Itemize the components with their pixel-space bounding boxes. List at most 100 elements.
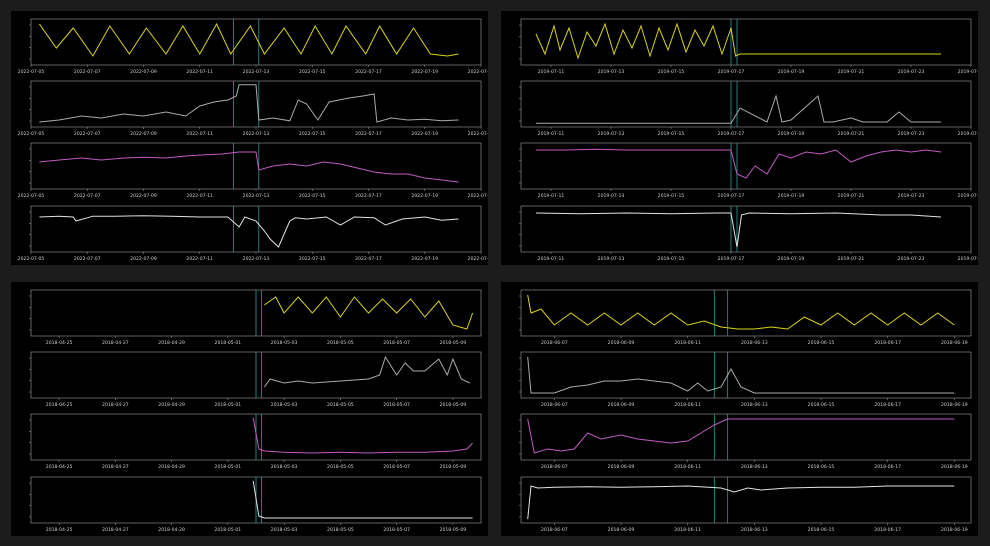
- x-tick-label: 2018-05-05: [327, 464, 354, 470]
- subplot-4: 2018-04-25 2018-04-27 2018-04-29 2018-05-01…: [29, 476, 482, 533]
- series-line-gray: [39, 84, 459, 123]
- x-tick-label: 2018-05-03: [271, 340, 298, 346]
- x-tick-label: 2019-07-17: [718, 131, 745, 137]
- x-tick-label: 2022-07-05: [18, 131, 45, 137]
- x-tick-label: 2018-06-15: [808, 464, 835, 470]
- x-tick-label: 2018-06-09: [608, 340, 635, 346]
- x-tick-label: 2018-05-07: [383, 340, 410, 346]
- series-line-magenta: [536, 148, 942, 179]
- x-tick-label: 2022-07-15: [299, 256, 326, 262]
- axes-frame: [520, 142, 972, 190]
- x-tick-label: 2018-06-11: [674, 402, 701, 408]
- x-tick-label: 2022-07-09: [130, 69, 157, 75]
- subplot-2: 2018-06-07 2018-06-09 2018-06-11 2018-06-13…: [519, 351, 972, 408]
- x-tick-label: 2018-06-17: [874, 340, 901, 346]
- x-tick-label: 2018-06-07: [541, 340, 568, 346]
- x-tick-label: 2018-06-09: [608, 402, 635, 408]
- subplot-1: 2019-07-11 2019-07-13 2019-07-15 2019-07-17…: [519, 18, 978, 75]
- subplot-2: 2019-07-11 2019-07-13 2019-07-15 2019-07-17…: [519, 80, 978, 137]
- x-tick-label: 2022-07-09: [130, 131, 157, 137]
- x-tick-label: 2022-07-21: [468, 131, 488, 137]
- x-tick-label: 2022-07-05: [18, 256, 45, 262]
- x-tick-label: 2019-07-25: [958, 131, 978, 137]
- axes-frame: [520, 351, 972, 399]
- x-tick-label: 2019-07-21: [838, 69, 865, 75]
- x-tick-label: 2022-07-07: [74, 69, 101, 75]
- x-tick-label: 2018-04-29: [158, 464, 185, 470]
- subplot-3: 2022-07-05 2022-07-07 2022-07-09 2022-07-11…: [18, 142, 488, 199]
- x-tick-label: 2018-04-25: [46, 527, 73, 533]
- x-tick-label: 2022-07-21: [468, 256, 488, 262]
- subplot-1: 2018-04-25 2018-04-27 2018-04-29 2018-05-01…: [29, 289, 482, 346]
- x-tick-label: 2019-07-11: [538, 131, 565, 137]
- x-tick-label: 2018-05-03: [271, 402, 298, 408]
- x-tick-label: 2022-07-07: [74, 193, 101, 199]
- x-tick-label: 2018-05-09: [440, 402, 467, 408]
- x-tick-label: 2019-07-11: [538, 69, 565, 75]
- x-tick-label: 2018-04-25: [46, 464, 73, 470]
- x-tick-label: 2018-06-11: [674, 527, 701, 533]
- subplot-4: 2018-06-07 2018-06-09 2018-06-11 2018-06-13…: [519, 476, 972, 533]
- x-tick-label: 2018-05-09: [440, 464, 467, 470]
- x-tick-label: 2018-06-17: [874, 402, 901, 408]
- series-line-magenta: [252, 417, 473, 454]
- x-tick-label: 2018-06-13: [741, 402, 768, 408]
- x-tick-label: 2018-06-17: [874, 464, 901, 470]
- series-line-magenta: [39, 151, 459, 183]
- x-tick-label: 2022-07-17: [355, 193, 382, 199]
- x-tick-label: 2019-07-13: [598, 256, 625, 262]
- x-tick-label: 2022-07-11: [186, 193, 213, 199]
- x-tick-label: 2019-07-21: [838, 193, 865, 199]
- x-tick-label: 2019-07-19: [778, 193, 805, 199]
- x-tick-label: 2018-05-09: [440, 340, 467, 346]
- x-tick-label: 2022-07-05: [18, 69, 45, 75]
- x-tick-label: 2018-06-11: [674, 464, 701, 470]
- x-tick-label: 2019-07-23: [898, 256, 925, 262]
- x-tick-label: 2018-05-05: [327, 402, 354, 408]
- x-tick-label: 2022-07-19: [411, 193, 438, 199]
- x-tick-label: 2018-04-29: [158, 340, 185, 346]
- x-tick-label: 2019-07-23: [898, 131, 925, 137]
- subplot-4: 2019-07-11 2019-07-13 2019-07-15 2019-07-17…: [519, 205, 978, 262]
- series-line-yellow: [38, 22, 459, 57]
- x-tick-label: 2019-07-13: [598, 69, 625, 75]
- x-tick-label: 2018-06-09: [608, 527, 635, 533]
- x-tick-label: 2019-07-13: [598, 193, 625, 199]
- x-tick-label: 2018-06-09: [608, 464, 635, 470]
- x-tick-label: 2018-06-15: [808, 340, 835, 346]
- x-tick-label: 2022-07-09: [130, 256, 157, 262]
- subplot-3: 2019-07-11 2019-07-13 2019-07-15 2019-07-17…: [519, 142, 978, 199]
- x-tick-label: 2019-07-19: [778, 256, 805, 262]
- subplot-4: 2022-07-05 2022-07-07 2022-07-09 2022-07-11…: [18, 205, 488, 262]
- axes-frame: [30, 142, 482, 190]
- series-line-gray: [263, 355, 471, 388]
- x-tick-label: 2018-05-01: [215, 340, 242, 346]
- x-tick-label: 2018-06-19: [941, 402, 968, 408]
- x-tick-label: 2019-07-15: [658, 69, 685, 75]
- x-tick-label: 2018-05-05: [327, 527, 354, 533]
- x-tick-label: 2018-06-13: [741, 340, 768, 346]
- series-line-white: [39, 215, 459, 248]
- axes-frame: [520, 205, 972, 253]
- x-tick-label: 2018-05-07: [383, 402, 410, 408]
- x-tick-label: 2022-07-07: [74, 131, 101, 137]
- x-tick-label: 2019-07-17: [718, 193, 745, 199]
- x-tick-label: 2019-07-17: [718, 256, 745, 262]
- x-tick-label: 2018-06-19: [941, 464, 968, 470]
- x-tick-label: 2019-07-11: [538, 256, 565, 262]
- x-tick-label: 2018-06-17: [874, 527, 901, 533]
- x-tick-label: 2018-06-19: [941, 340, 968, 346]
- x-tick-label: 2019-07-25: [958, 69, 978, 75]
- x-tick-label: 2022-07-09: [130, 193, 157, 199]
- series-line-yellow: [535, 22, 941, 60]
- x-tick-label: 2018-04-25: [46, 402, 73, 408]
- x-tick-label: 2018-06-07: [541, 527, 568, 533]
- x-tick-label: 2022-07-13: [243, 256, 270, 262]
- x-tick-label: 2018-05-03: [271, 464, 298, 470]
- x-tick-label: 2019-07-21: [838, 256, 865, 262]
- x-tick-label: 2018-05-05: [327, 340, 354, 346]
- x-tick-label: 2022-07-15: [299, 131, 326, 137]
- chart-panel-bottom-right: 2018-06-07 2018-06-09 2018-06-11 2018-06-13…: [501, 282, 978, 536]
- x-tick-label: 2018-06-07: [541, 402, 568, 408]
- series-line-white: [535, 212, 942, 248]
